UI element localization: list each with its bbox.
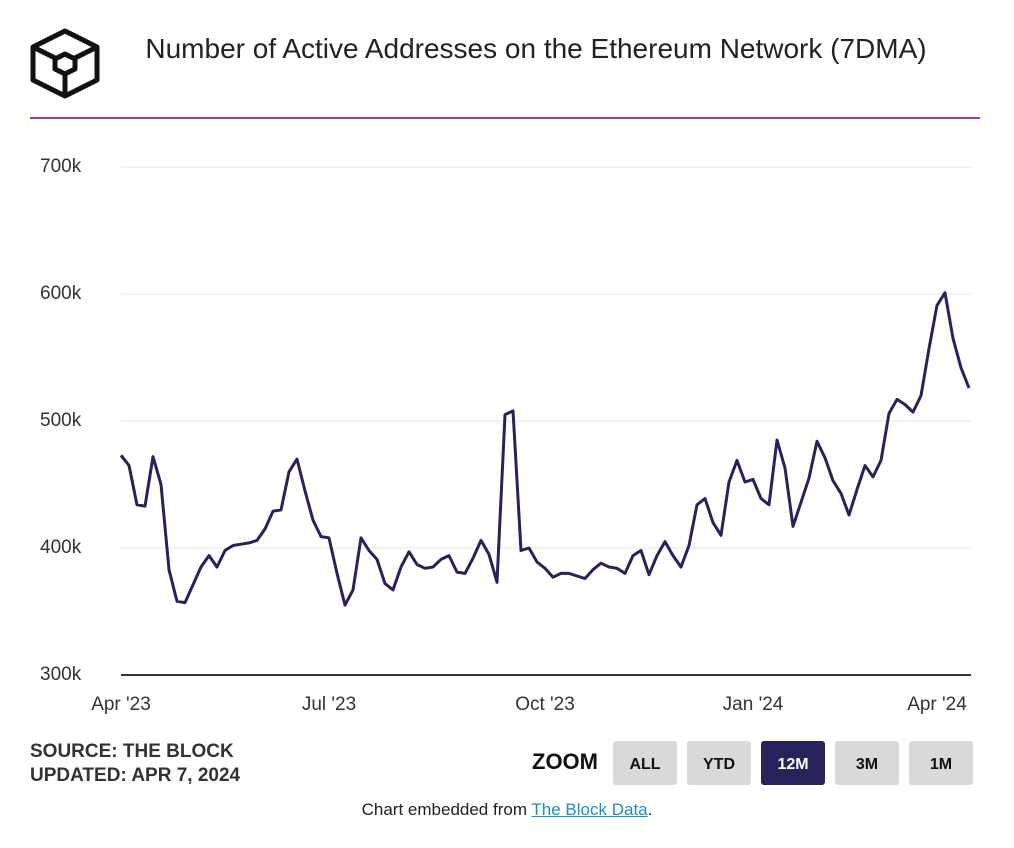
zoom-button[interactable]: ALL: [613, 741, 677, 785]
updated: UPDATED: APR 7, 2024: [30, 765, 241, 786]
y-tick-label: 400k: [40, 537, 82, 558]
zoom-button-bg: [835, 741, 899, 785]
footer-link[interactable]: The Block Data: [531, 800, 648, 819]
zoom-label: ZOOM: [532, 749, 598, 774]
y-tick-label: 500k: [40, 410, 82, 431]
zoom-button-label[interactable]: 12M: [777, 756, 808, 773]
zoom-button-bg: [687, 741, 751, 785]
line-series: [119, 291, 971, 607]
zoom-button-label[interactable]: ALL: [629, 756, 660, 773]
source: SOURCE: THE BLOCK: [30, 741, 234, 762]
y-tick-label: 600k: [40, 283, 82, 304]
zoom-button-bg: [613, 741, 677, 785]
zoom-button[interactable]: 1M: [909, 741, 973, 785]
zoom-button-label[interactable]: YTD: [703, 756, 735, 773]
y-tick-label: 300k: [40, 664, 82, 685]
footer-text: Chart embedded from: [361, 800, 532, 819]
x-tick-label: Apr '23: [91, 694, 151, 715]
zoom-button[interactable]: 12M: [761, 741, 825, 785]
chart-title: Number of Active Addresses on the Ethere…: [145, 33, 927, 64]
logo: [30, 28, 100, 99]
footer: Chart embedded from The Block Data.: [0, 800, 1014, 820]
zoom-button[interactable]: 3M: [835, 741, 899, 785]
zoom-button[interactable]: YTD: [687, 741, 751, 785]
zoom-button-bg: [761, 741, 825, 785]
footer-end: .: [647, 800, 653, 819]
x-tick-label: Oct '23: [515, 694, 575, 715]
y-tick-label: 700k: [40, 156, 82, 177]
x-tick-label: Jan '24: [723, 694, 784, 715]
x-tick-label: Jul '23: [302, 694, 356, 715]
x-tick-label: Apr '24: [907, 694, 967, 715]
zoom-button-label[interactable]: 3M: [856, 756, 878, 773]
zoom-button-bg: [909, 741, 973, 785]
zoom-button-label[interactable]: 1M: [930, 756, 952, 773]
